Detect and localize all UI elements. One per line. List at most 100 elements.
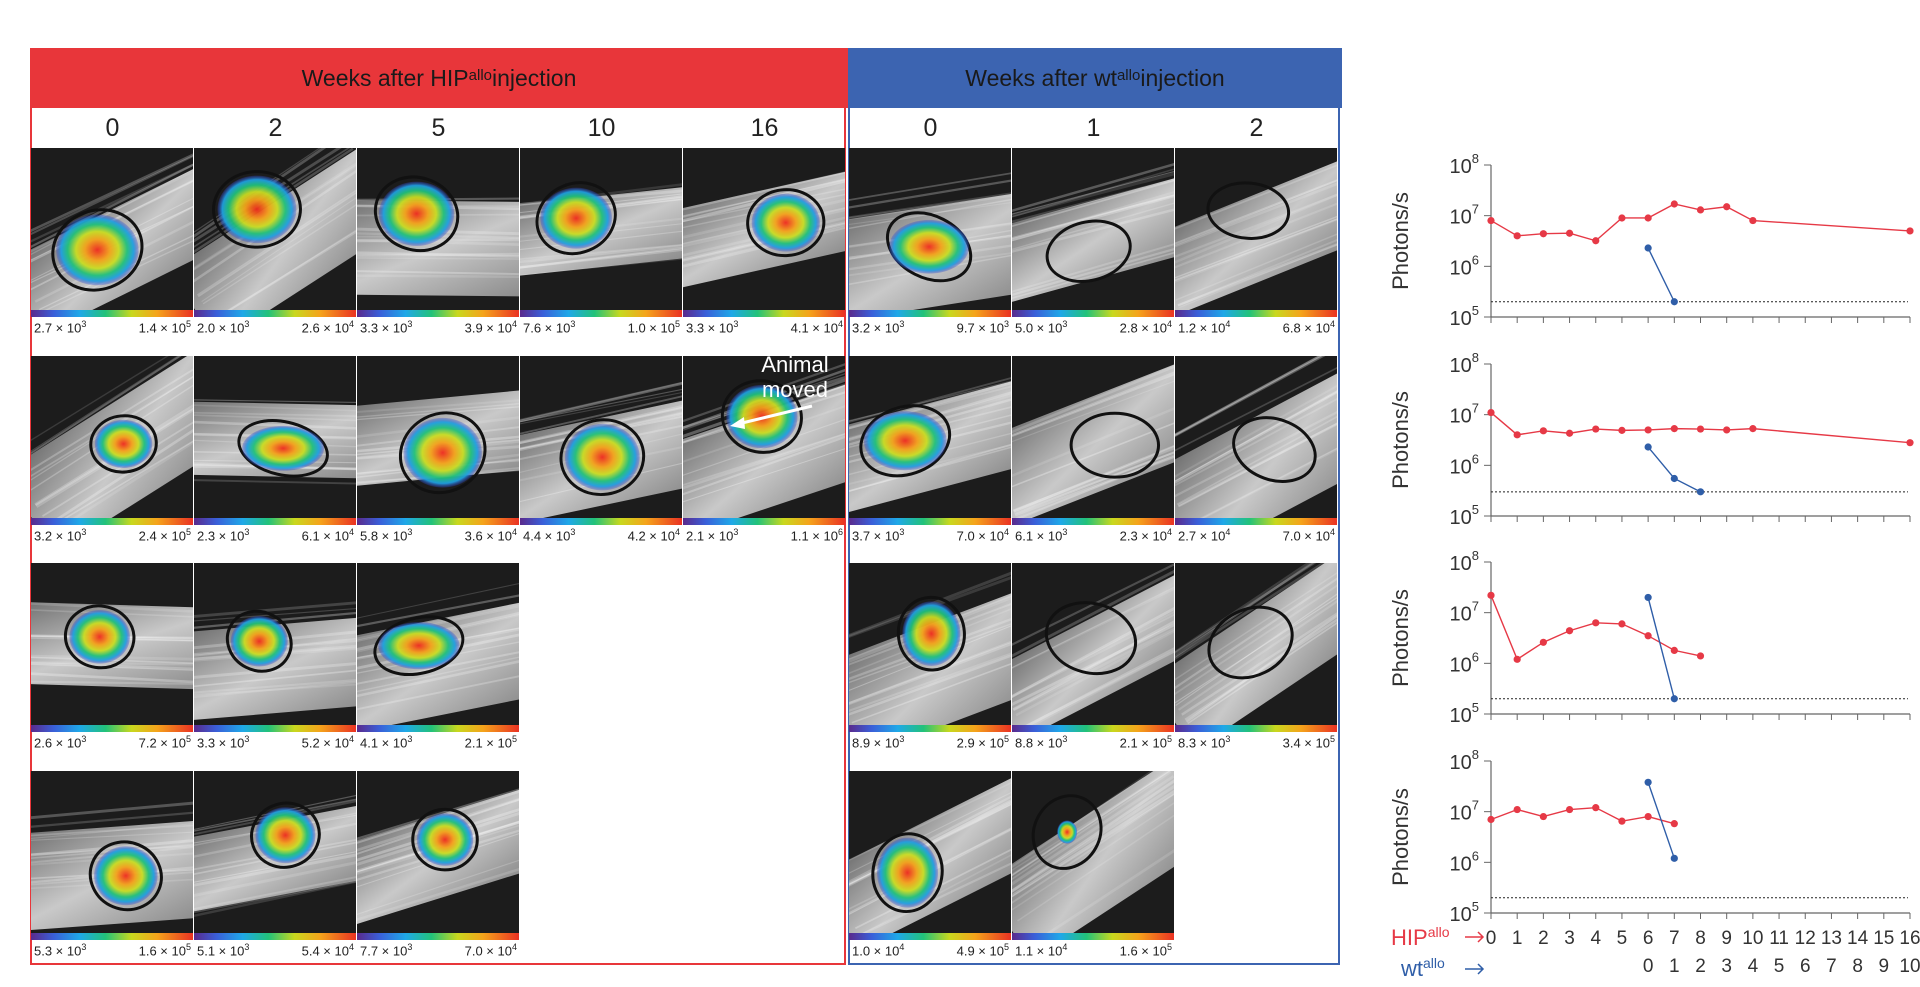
colorbar-scale: 7.6 × 103 1.0 × 105: [520, 319, 682, 335]
data-point: [1592, 619, 1600, 627]
data-point: [1618, 214, 1626, 222]
data-point: [1644, 426, 1652, 434]
data-point: [1906, 439, 1914, 447]
colorbar-min-exp: 3: [570, 319, 576, 329]
colorbar-min: 2.7 × 103: [34, 319, 87, 336]
colorbar-max-exp: 5: [185, 319, 191, 329]
colorbar-min: 8.3 × 103: [1178, 734, 1231, 751]
colorbar-min: 2.6 × 103: [34, 734, 87, 751]
colorbar-min: 1.2 × 104: [1178, 319, 1231, 336]
y-tick-label: 106: [1450, 252, 1479, 279]
hip-bioluminescence-image: [357, 771, 519, 933]
colorbar: [31, 725, 193, 732]
y-tick-label: 105: [1450, 502, 1479, 529]
colorbar-max-exp: 5: [185, 942, 191, 952]
wt-bioluminescence-image: [1012, 563, 1174, 725]
colorbar-max: 1.6 × 105: [138, 942, 191, 959]
y-tick-exp: 6: [1472, 649, 1479, 664]
y-tick-exp: 6: [1472, 848, 1479, 863]
data-point: [1592, 425, 1600, 433]
series-line: [1647, 782, 1675, 859]
colorbar-max: 5.2 × 104: [301, 734, 354, 751]
y-tick-label: 107: [1450, 202, 1479, 229]
data-point: [1565, 429, 1574, 437]
hip-week-label: 0: [105, 114, 120, 142]
colorbar-min-exp: 3: [1062, 734, 1068, 744]
hip-bioluminescence-image: [683, 356, 845, 518]
hip-header: Weeks after HIP allo injection: [30, 48, 848, 108]
colorbar-min-exp: 3: [81, 527, 87, 537]
colorbar-min: 8.9 × 103: [852, 734, 905, 751]
data-point: [1906, 227, 1914, 235]
colorbar-max-exp: 3: [1003, 319, 1009, 329]
x-tick-label-hip: 8: [1695, 928, 1706, 949]
colorbar-scale: 1.0 × 104 4.9 × 105: [849, 942, 1011, 958]
colorbar-min-exp: 3: [407, 734, 413, 744]
legend-hip-sup: allo: [1428, 924, 1450, 940]
colorbar-min: 5.1 × 103: [197, 942, 250, 959]
colorbar-min: 5.8 × 103: [360, 527, 413, 544]
colorbar-scale: 5.1 × 103 5.4 × 104: [194, 942, 356, 958]
wt-week-label: 0: [923, 114, 938, 142]
photon-charts: 105106107108Photons/s105106107108Photons…: [1388, 151, 1920, 981]
x-tick-label-wt: 8: [1852, 956, 1863, 977]
y-tick-label: 107: [1450, 798, 1479, 825]
colorbar-max-exp: 5: [1003, 942, 1009, 952]
wt-bioluminescence-image: [849, 771, 1011, 933]
y-tick-exp: 5: [1472, 502, 1479, 517]
colorbar-min-exp: 3: [407, 942, 413, 952]
data-point: [1618, 817, 1626, 825]
data-point: [1618, 620, 1626, 628]
arrow-icon: [1465, 931, 1485, 943]
x-tick-label-hip: 10: [1742, 928, 1763, 949]
colorbar: [849, 933, 1011, 940]
colorbar-max-exp: 4: [1003, 527, 1009, 537]
series-line: [1647, 446, 1701, 493]
wt-week-label: 2: [1249, 114, 1264, 142]
colorbar: [849, 518, 1011, 525]
annotation-line: Animal: [761, 352, 829, 377]
colorbar-scale: 1.2 × 104 6.8 × 104: [1175, 319, 1337, 335]
colorbar: [1012, 518, 1174, 525]
data-point: [1670, 646, 1678, 654]
colorbar-min: 2.7 × 104: [1178, 527, 1231, 544]
colorbar-max: 7.2 × 105: [138, 734, 191, 751]
x-tick-label-wt: 4: [1748, 956, 1759, 977]
data-point: [1670, 298, 1678, 306]
colorbar-min: 1.1 × 104: [1015, 942, 1068, 959]
x-tick-label-wt: 5: [1774, 956, 1785, 977]
hip-week-label: 2: [268, 114, 283, 142]
colorbar: [1012, 933, 1174, 940]
data-point: [1592, 804, 1600, 812]
wt-bioluminescence-image: [1175, 563, 1337, 725]
colorbar-max-exp: 4: [348, 734, 354, 744]
colorbar-max: 2.6 × 104: [301, 319, 354, 336]
data-point: [1487, 591, 1495, 599]
x-tick-label-hip: 12: [1795, 928, 1816, 949]
x-tick-label-wt: 1: [1669, 956, 1680, 977]
hip-bioluminescence-image: [31, 771, 193, 933]
y-tick-label: 106: [1450, 649, 1479, 676]
data-point: [1565, 805, 1574, 814]
colorbar-max: 7.0 × 104: [464, 942, 517, 959]
colorbar-max: 7.0 × 104: [956, 527, 1009, 544]
x-tick-label-wt: 3: [1721, 956, 1732, 977]
data-point: [1749, 216, 1757, 225]
x-tick-label-hip: 5: [1617, 928, 1628, 949]
y-tick-exp: 5: [1472, 899, 1479, 914]
colorbar-min-exp: 3: [899, 734, 905, 744]
colorbar-scale: 2.0 × 103 2.6 × 104: [194, 319, 356, 335]
hip-bioluminescence-image: [520, 148, 682, 310]
colorbar: [194, 933, 356, 940]
colorbar-scale: 3.3 × 103 5.2 × 104: [194, 734, 356, 750]
colorbar-max: 2.8 × 104: [1119, 319, 1172, 336]
colorbar-max-exp: 4: [511, 942, 517, 952]
colorbar-min: 5.0 × 103: [1015, 319, 1068, 336]
data-point: [1696, 206, 1705, 214]
data-point: [1565, 229, 1574, 237]
arrow-icon: [730, 404, 813, 429]
colorbar-scale: 2.1 × 103 1.1 × 106: [683, 527, 845, 543]
x-tick-label-wt: 9: [1879, 956, 1890, 977]
data-point: [1644, 593, 1652, 602]
wt-header-prefix: Weeks after wt: [965, 64, 1117, 91]
